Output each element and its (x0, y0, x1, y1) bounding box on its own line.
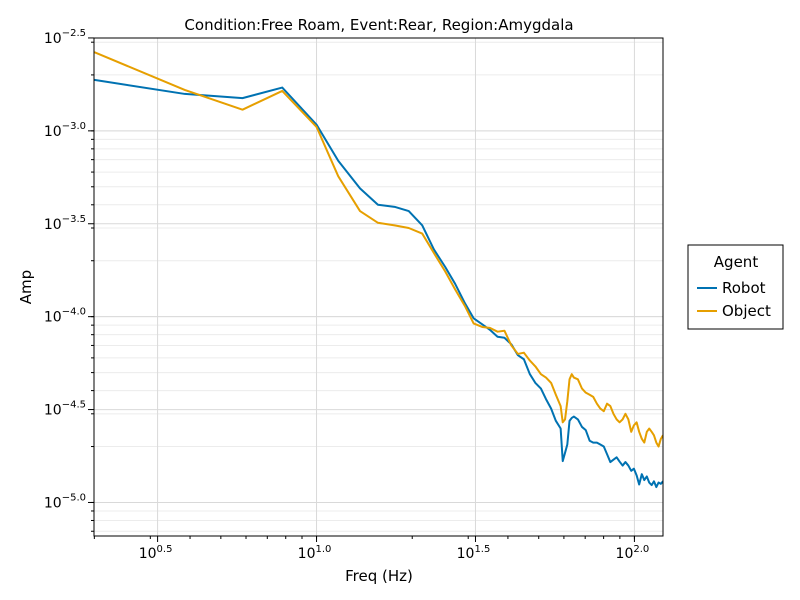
legend-title: Agent (714, 253, 759, 271)
legend: Agent Robot Object (687, 244, 784, 330)
series-line-robot (94, 78, 663, 489)
y-tick-label: 10−4.5 (44, 400, 86, 419)
y-tick-label: 10−3.5 (44, 214, 86, 233)
series-layer (94, 51, 663, 489)
y-axis-title: Amp (17, 270, 35, 304)
y-tick-label: 10−2.5 (44, 28, 86, 47)
chart-title: Condition:Free Roam, Event:Rear, Region:… (184, 16, 573, 34)
legend-label-object: Object (722, 302, 771, 320)
x-axis-title: Freq (Hz) (345, 567, 413, 585)
y-tick-label: 10−4.0 (44, 307, 86, 326)
y-tick-label: 10−3.0 (44, 121, 86, 140)
x-tick-label: 101.0 (298, 544, 332, 562)
plot-area-frame (93, 37, 664, 537)
x-tick-label: 101.5 (457, 544, 491, 562)
minor-grid (94, 41, 663, 532)
x-tick-label: 102.0 (616, 544, 650, 562)
x-axis-ticks: 100.5 101.0 101.5 102.0 (93, 536, 650, 562)
major-grid (94, 37, 663, 536)
legend-label-robot: Robot (722, 279, 766, 297)
series-line-object (94, 51, 663, 448)
x-tick-label: 100.5 (139, 544, 173, 562)
y-tick-label: 10−5.0 (44, 492, 86, 511)
y-axis-ticks: 10−2.5 10−3.0 10−3.5 10−4.0 10−4.5 10−5.0 (44, 28, 94, 532)
